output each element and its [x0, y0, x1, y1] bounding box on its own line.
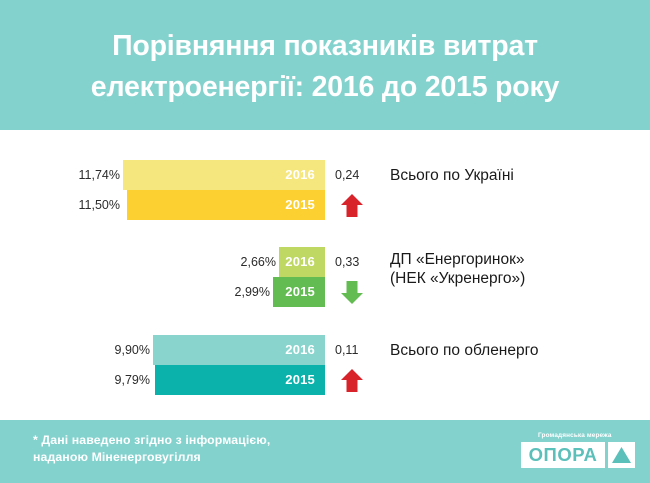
bar-value-label: 11,50%	[78, 198, 120, 212]
bar-value-label: 2,99%	[234, 285, 270, 299]
bar-2015: 2015	[273, 277, 325, 307]
logo-tagline: Громадянська мережа	[538, 432, 612, 439]
arrow-up-icon	[341, 369, 363, 392]
bar-year-label: 2016	[285, 167, 315, 182]
footnote-text: * Дані наведено згідно з інформацією, на…	[33, 433, 271, 464]
bar-group: 9,90% 2016 0,11 9,79% 2015 Всього по обл…	[0, 335, 650, 395]
bar-group: 11,74% 2016 0,24 11,50% 2015 Всього по У…	[0, 160, 650, 220]
bar-2016: 2016	[153, 335, 325, 365]
logo-wordmark: ОПОРА	[521, 442, 605, 468]
bar-2016: 2016	[123, 160, 325, 190]
trend-arrow-up	[335, 365, 375, 395]
bar-row: 9,79% 2015	[0, 365, 650, 395]
header-band: Порівняння показників витрат електроенер…	[0, 0, 650, 130]
trend-arrow-down	[335, 277, 375, 307]
opora-logo: Громадянська мережа ОПОРА	[516, 430, 636, 474]
page-title: Порівняння показників витрат електроенер…	[90, 30, 560, 103]
series-label: Всього по обленерго	[390, 342, 539, 359]
bar-row: 9,90% 2016 0,11	[0, 335, 650, 365]
bar-year-label: 2015	[285, 372, 315, 387]
bar-value-label: 11,74%	[78, 168, 120, 182]
delta-value: 0,33	[335, 255, 360, 269]
bar-2016: 2016	[279, 247, 325, 277]
bar-row: 11,74% 2016 0,24	[0, 160, 650, 190]
bar-row: 2,66% 2016 0,33	[0, 247, 650, 277]
arrow-up-icon	[341, 194, 363, 217]
bar-year-label: 2016	[285, 254, 315, 269]
logo-mark	[608, 442, 635, 468]
bar-year-label: 2016	[285, 342, 315, 357]
bar-value-label: 9,90%	[114, 343, 150, 357]
series-label: Всього по Україні	[390, 167, 514, 184]
bar-row: 11,50% 2015	[0, 190, 650, 220]
bar-year-label: 2015	[285, 197, 315, 212]
bar-group: 2,66% 2016 0,33 2,99% 2015 ДП «Енергорин…	[0, 247, 650, 307]
series-label: ДП «Енергоринок» (НЕК «Укренерго»)	[390, 251, 526, 287]
bar-value-label: 9,79%	[114, 373, 150, 387]
trend-arrow-up	[335, 190, 375, 220]
bar-value-label: 2,66%	[240, 255, 276, 269]
bar-2015: 2015	[155, 365, 325, 395]
delta-value: 0,24	[335, 168, 360, 182]
triangle-icon	[612, 447, 631, 463]
bar-year-label: 2015	[285, 284, 315, 299]
bar-2015: 2015	[127, 190, 325, 220]
chart-area: 11,74% 2016 0,24 11,50% 2015 Всього по У…	[0, 130, 650, 420]
delta-value: 0,11	[335, 343, 359, 357]
arrow-down-icon	[341, 281, 363, 304]
bar-row: 2,99% 2015	[0, 277, 650, 307]
